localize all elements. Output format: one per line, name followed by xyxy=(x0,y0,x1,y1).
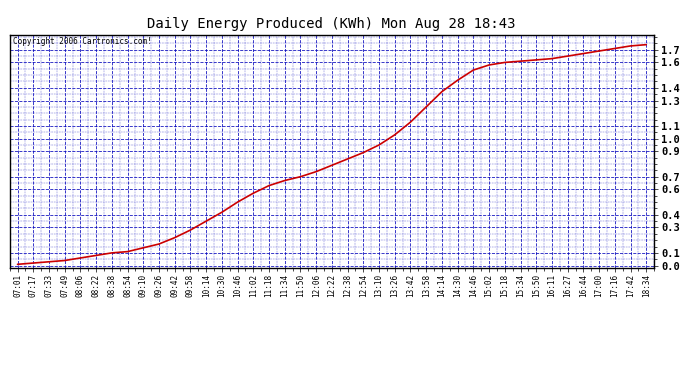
Text: Copyright 2006 Cartronics.com!: Copyright 2006 Cartronics.com! xyxy=(13,37,152,46)
Text: Daily Energy Produced (KWh) Mon Aug 28 18:43: Daily Energy Produced (KWh) Mon Aug 28 1… xyxy=(147,17,515,31)
